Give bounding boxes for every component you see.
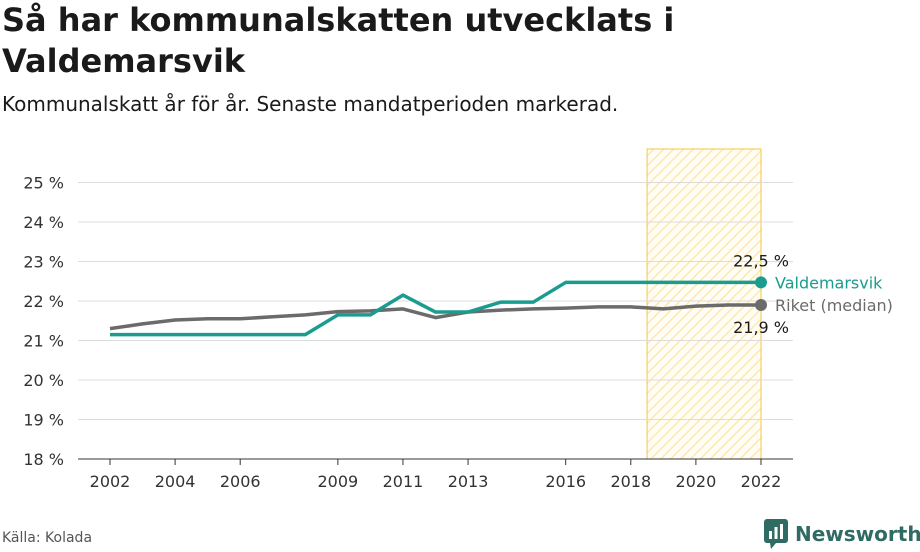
y-tick-label: 19 % <box>23 411 64 430</box>
x-tick-label: 2004 <box>155 472 196 491</box>
x-tick-label: 2006 <box>220 472 261 491</box>
series-line-valdemarsvik <box>110 280 761 337</box>
series-line-riket <box>109 303 761 331</box>
x-tick-label: 2018 <box>610 472 651 491</box>
chart-title: Så har kommunalskatten utvecklats i Vald… <box>2 1 675 80</box>
y-tick-label: 20 % <box>23 371 64 390</box>
value-label-riket: 21,9 % <box>733 318 789 337</box>
x-tick-label: 2011 <box>383 472 424 491</box>
series-label-valdemarsvik: Valdemarsvik <box>775 273 883 292</box>
y-tick-label: 23 % <box>23 253 64 272</box>
source-note: Källa: Kolada <box>2 530 93 546</box>
x-tick-label: 2002 <box>90 472 131 491</box>
x-tick-label: 2020 <box>676 472 717 491</box>
bar-chart-speech-bubble-icon <box>764 519 788 549</box>
x-tick-label: 2016 <box>545 472 586 491</box>
end-point-valdemarsvik <box>755 276 767 289</box>
y-tick-label: 21 % <box>23 332 64 351</box>
end-point-riket <box>755 298 767 311</box>
y-tick-label: 18 % <box>23 450 64 469</box>
series-label-riket: Riket (median) <box>775 296 893 315</box>
y-tick-label: 24 % <box>23 213 64 232</box>
x-tick-label: 2022 <box>741 472 782 491</box>
y-tick-label: 22 % <box>23 292 64 311</box>
value-label-valdemarsvik: 22,5 % <box>733 251 789 270</box>
brand-name: Newsworthy <box>795 522 920 546</box>
brand-logo: Newsworthy <box>764 519 920 549</box>
x-tick-label: 2009 <box>317 472 358 491</box>
x-tick-label: 2013 <box>448 472 489 491</box>
chart-subtitle: Kommunalskatt år för år. Senaste mandatp… <box>2 92 619 116</box>
y-tick-label: 25 % <box>23 174 64 193</box>
